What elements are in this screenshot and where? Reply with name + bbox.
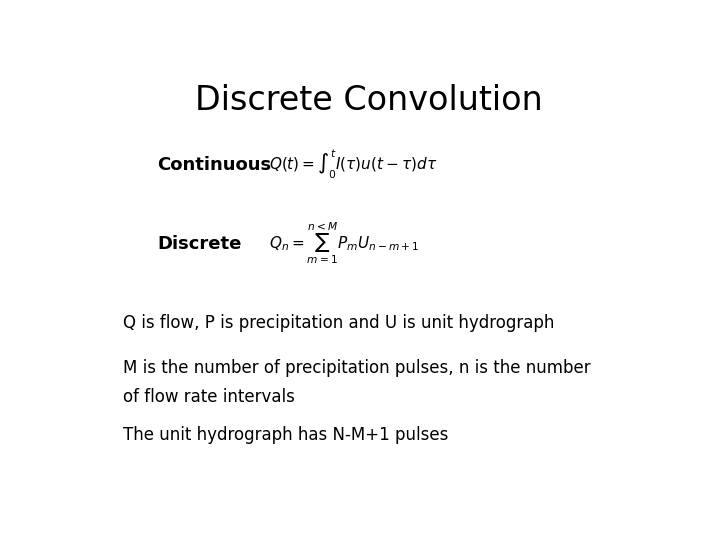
Text: Discrete: Discrete (157, 234, 241, 253)
Text: Continuous: Continuous (157, 156, 271, 173)
Text: Discrete Convolution: Discrete Convolution (195, 84, 543, 117)
Text: Q is flow, P is precipitation and U is unit hydrograph: Q is flow, P is precipitation and U is u… (124, 314, 555, 332)
Text: $Q(t) = \int_0^t I(\tau)u(t-\tau)d\tau$: $Q(t) = \int_0^t I(\tau)u(t-\tau)d\tau$ (269, 148, 437, 181)
Text: of flow rate intervals: of flow rate intervals (124, 388, 295, 407)
Text: M is the number of precipitation pulses, n is the number: M is the number of precipitation pulses,… (124, 359, 591, 377)
Text: The unit hydrograph has N-M+1 pulses: The unit hydrograph has N-M+1 pulses (124, 426, 449, 444)
Text: $Q_n = \sum_{m=1}^{n<M} P_m U_{n-m+1}$: $Q_n = \sum_{m=1}^{n<M} P_m U_{n-m+1}$ (269, 221, 419, 266)
